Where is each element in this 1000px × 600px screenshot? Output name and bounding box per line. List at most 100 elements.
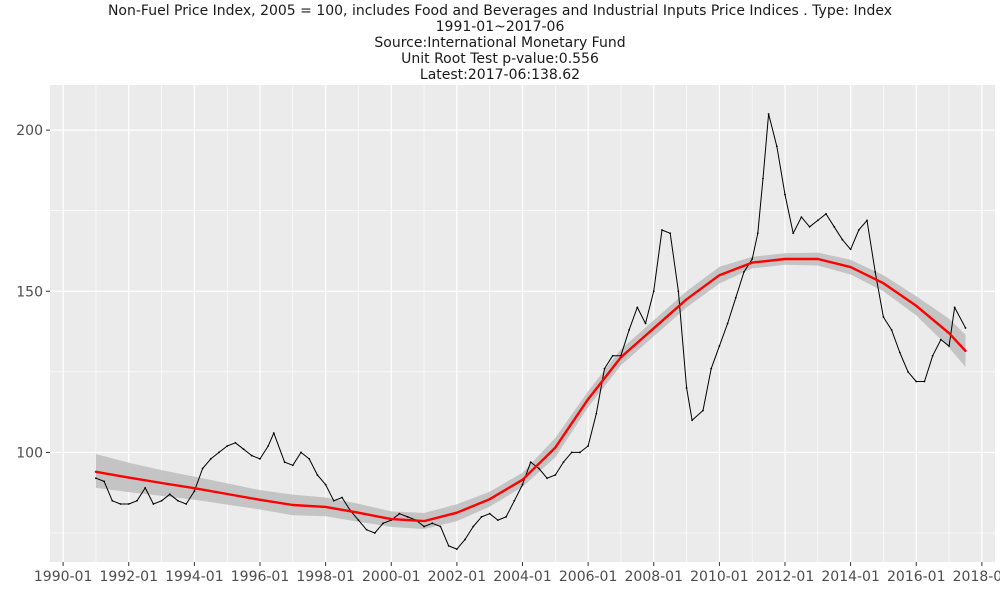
- data-point: [923, 380, 926, 383]
- y-axis-labels: 100 150 200: [16, 123, 43, 461]
- data-point: [177, 499, 179, 502]
- data-point: [168, 493, 171, 496]
- data-point: [226, 445, 229, 447]
- data-point: [636, 306, 639, 309]
- x-axis-labels: 1990-01 1992-01 1994-01 1996-01 1998-01 2000-…: [34, 569, 1000, 585]
- data-point: [464, 538, 466, 541]
- x-tick-label: 1996-01: [231, 569, 290, 585]
- data-point: [136, 499, 138, 502]
- data-point: [505, 515, 507, 518]
- data-point: [521, 483, 524, 486]
- data-point: [562, 461, 565, 463]
- data-point: [874, 271, 877, 273]
- data-point: [661, 229, 663, 231]
- trend-line: [94, 257, 967, 523]
- data-point: [423, 525, 425, 528]
- data-point: [127, 503, 130, 505]
- data-point: [800, 216, 803, 219]
- data-point: [775, 145, 778, 148]
- x-tick-label: 2014-01: [821, 569, 880, 585]
- chart-title: Non-Fuel Price Index, 2005 = 100, includ…: [107, 3, 893, 19]
- data-point: [103, 480, 106, 483]
- data-point: [939, 338, 942, 341]
- data-point: [762, 177, 764, 180]
- data-point: [513, 499, 516, 502]
- data-point: [341, 496, 343, 499]
- x-tick-label: 1994-01: [165, 569, 224, 585]
- data-point: [324, 483, 327, 486]
- x-tick-label: 1992-01: [100, 569, 159, 585]
- data-point: [587, 445, 590, 447]
- data-point: [111, 499, 114, 502]
- data-point: [488, 512, 491, 515]
- data-point: [849, 248, 852, 251]
- data-point: [816, 219, 819, 222]
- data-point: [160, 499, 163, 502]
- data-point: [272, 432, 275, 434]
- y-tick-label: 150: [16, 284, 43, 300]
- data-point: [496, 519, 499, 522]
- x-tick-label: 1998-01: [296, 569, 355, 585]
- data-point: [915, 380, 918, 383]
- x-tick-label: 2010-01: [690, 569, 749, 585]
- data-point: [529, 461, 532, 463]
- data-point: [734, 296, 737, 299]
- x-tick-label: 2000-01: [362, 569, 421, 585]
- data-point: [193, 490, 196, 492]
- data-point: [931, 354, 934, 357]
- data-point: [332, 499, 335, 502]
- data-point: [792, 232, 795, 235]
- data-point: [201, 467, 204, 470]
- x-tick-label: 2002-01: [428, 569, 487, 585]
- data-point: [808, 225, 811, 228]
- chart-date-range: 1991-01~2017-06: [435, 19, 565, 35]
- data-point: [677, 290, 680, 293]
- data-point: [611, 354, 614, 357]
- data-point: [964, 327, 967, 329]
- data-point: [756, 232, 759, 235]
- data-point: [579, 451, 581, 454]
- data-point: [218, 451, 220, 454]
- trend-layer: [94, 257, 967, 523]
- data-point: [283, 461, 286, 463]
- data-point: [691, 419, 694, 422]
- data-point: [710, 367, 713, 370]
- data-point: [953, 306, 956, 309]
- chart-title-block: Non-Fuel Price Index, 2005 = 100, includ…: [0, 3, 1000, 83]
- data-point: [365, 528, 368, 531]
- data-point: [431, 522, 434, 525]
- data-point: [743, 271, 745, 273]
- data-point: [554, 474, 557, 476]
- data-point: [652, 290, 655, 293]
- data-point: [455, 548, 458, 551]
- data-point: [784, 193, 786, 196]
- data-point: [316, 474, 319, 476]
- data-point: [308, 457, 311, 460]
- price-index-line: [95, 113, 966, 550]
- data-point: [570, 451, 573, 454]
- data-point: [546, 477, 549, 480]
- chart-source: Source:International Monetary Fund: [374, 35, 626, 51]
- data-point: [767, 113, 770, 115]
- x-tick-label: 2004-01: [493, 569, 552, 585]
- data-point: [898, 351, 901, 354]
- data-point: [447, 544, 450, 547]
- data-point: [267, 445, 270, 447]
- data-point: [644, 322, 647, 325]
- data-point: [152, 503, 155, 505]
- data-point: [718, 345, 721, 347]
- x-tick-label: 2012-01: [756, 569, 815, 585]
- data-point: [890, 329, 893, 331]
- data-point: [882, 316, 885, 318]
- data-point: [685, 387, 688, 389]
- y-tick-label: 100: [16, 445, 43, 461]
- data-point: [209, 457, 212, 460]
- data-point: [291, 464, 294, 467]
- data-point: [439, 525, 442, 528]
- minor-grid: [50, 85, 995, 562]
- data-point: [841, 238, 844, 241]
- data-point: [259, 457, 261, 460]
- x-tick-label: 1990-01: [34, 569, 93, 585]
- data-point: [866, 219, 868, 222]
